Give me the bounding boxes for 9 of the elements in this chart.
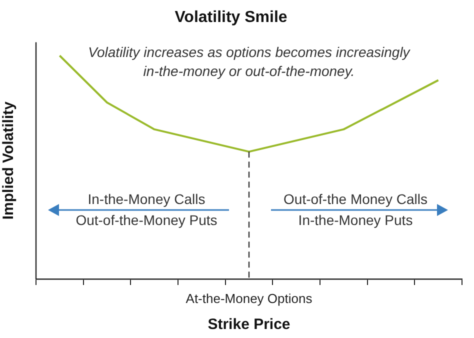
y-axis-title: Implied Volatility bbox=[0, 100, 18, 220]
annotation: In-the-Money Puts bbox=[298, 212, 413, 228]
text: At-the-Money Options bbox=[186, 291, 312, 306]
annotation: Out-of-the-Money Puts bbox=[76, 212, 218, 228]
annotation: In-the-Money Calls bbox=[88, 191, 206, 207]
chart-title: Volatility Smile bbox=[174, 9, 288, 26]
x-axis-title: Strike Price bbox=[208, 316, 290, 334]
annotation: Out-of-the Money Calls bbox=[284, 191, 428, 207]
annotation: Volatility increases as options becomes increasingly in-the-money or out-of-the-money. bbox=[87, 43, 412, 82]
